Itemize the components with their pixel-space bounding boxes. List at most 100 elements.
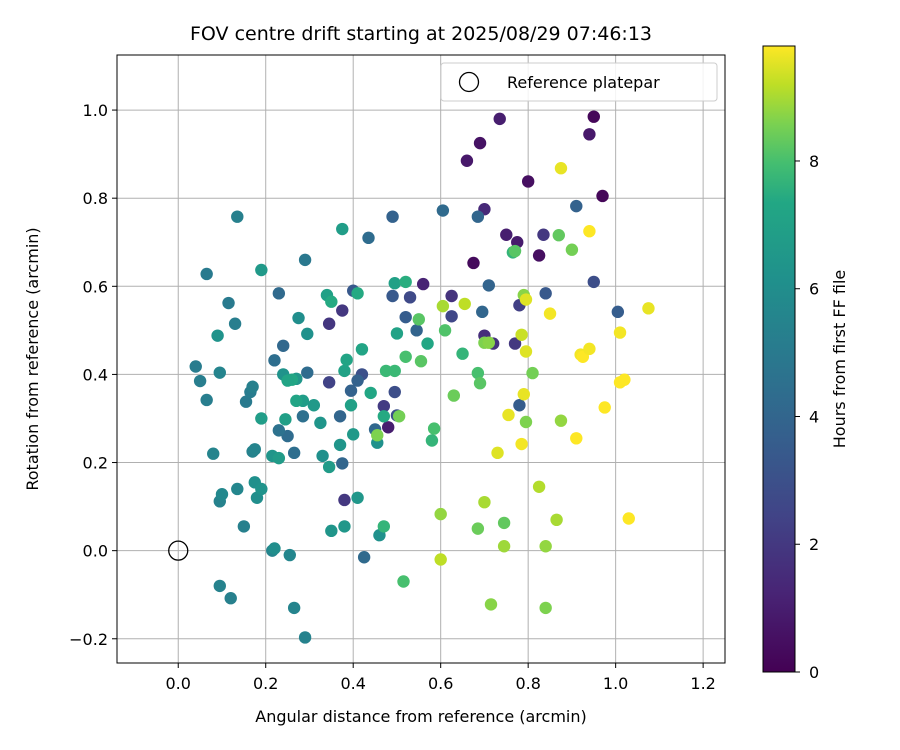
data-point <box>351 374 364 387</box>
legend-reference-marker <box>458 71 480 93</box>
x-axis-ticks: 0.0 0.2 0.4 0.6 0.8 1.0 1.2 <box>166 663 716 693</box>
data-point <box>497 516 511 530</box>
data-point <box>322 317 336 330</box>
data-point <box>314 416 327 430</box>
data-point <box>416 277 430 291</box>
data-point <box>272 287 286 300</box>
data-point <box>403 291 417 304</box>
data-point <box>255 482 268 496</box>
data-point <box>307 399 321 412</box>
data-point <box>476 305 489 319</box>
data-point <box>532 249 546 262</box>
data-point <box>351 287 364 300</box>
data-point <box>255 412 268 425</box>
data-point <box>272 451 286 465</box>
data-point <box>399 275 412 289</box>
data-point <box>587 275 600 289</box>
y-tick-label: 0.4 <box>83 365 108 384</box>
data-point <box>340 353 353 367</box>
data-point <box>436 299 450 313</box>
data-point <box>347 428 360 441</box>
data-point <box>550 513 563 527</box>
data-point <box>207 447 220 460</box>
data-point <box>316 449 329 463</box>
y-tick-label: 0.0 <box>83 542 108 561</box>
data-point <box>565 243 579 256</box>
data-point <box>399 350 412 363</box>
colorbar-tick-label: 2 <box>809 535 819 554</box>
data-point <box>283 548 296 562</box>
data-point <box>255 263 268 277</box>
data-point <box>519 293 533 306</box>
data-point <box>301 327 314 341</box>
colorbar-ticks: 0 2 4 6 8 <box>795 152 819 682</box>
data-point <box>246 380 259 393</box>
data-point <box>215 488 229 501</box>
data-point <box>519 345 533 358</box>
data-point <box>611 305 625 319</box>
data-point <box>436 204 450 217</box>
data-point <box>287 601 301 615</box>
data-point <box>279 413 292 426</box>
data-point <box>473 136 487 150</box>
data-point <box>421 337 434 350</box>
data-point <box>371 429 384 442</box>
data-point <box>622 512 635 525</box>
data-point <box>336 457 349 470</box>
data-point <box>298 253 312 267</box>
data-point <box>583 225 596 238</box>
data-point <box>460 154 474 167</box>
data-point <box>351 491 364 504</box>
data-point <box>298 631 312 644</box>
data-point <box>539 540 552 553</box>
data-point <box>211 329 224 342</box>
data-point <box>355 343 369 356</box>
data-point <box>336 304 349 317</box>
data-point <box>237 520 251 533</box>
x-tick-label: 1.0 <box>603 674 628 693</box>
data-point <box>539 601 552 615</box>
data-point <box>392 410 406 423</box>
data-point <box>613 326 627 339</box>
data-point <box>425 434 439 447</box>
data-point <box>268 542 281 555</box>
x-tick-label: 0.4 <box>340 674 365 693</box>
colorbar <box>763 46 795 672</box>
data-point <box>642 302 655 315</box>
data-point <box>388 277 401 290</box>
colorbar-tick-label: 4 <box>809 407 819 426</box>
data-point <box>228 317 242 330</box>
data-point <box>618 373 631 386</box>
data-point <box>482 336 495 349</box>
plot-area-frame <box>116 54 726 664</box>
data-point <box>412 313 426 326</box>
data-point <box>513 399 526 412</box>
data-point <box>543 307 557 320</box>
data-point <box>508 244 522 258</box>
data-point <box>290 394 303 408</box>
data-point <box>515 437 528 451</box>
data-point <box>381 421 395 434</box>
data-point <box>427 422 441 435</box>
data-point <box>554 162 568 175</box>
data-point <box>434 507 447 521</box>
data-point <box>570 432 583 445</box>
data-point <box>213 366 226 379</box>
data-point <box>364 386 377 400</box>
data-point <box>410 324 423 337</box>
data-point <box>388 364 401 378</box>
colorbar-tick-label: 0 <box>809 663 819 682</box>
legend: Reference platepar <box>440 62 718 102</box>
colorbar-tick-label: 8 <box>809 152 819 171</box>
data-point <box>386 289 399 303</box>
data-point <box>500 228 513 241</box>
y-tick-label: 0.6 <box>83 277 108 296</box>
data-point <box>445 289 458 303</box>
data-point <box>344 399 358 412</box>
data-point <box>598 401 611 414</box>
data-point <box>508 337 522 350</box>
data-point <box>552 228 565 242</box>
y-tick-label: −0.2 <box>69 630 108 649</box>
data-point <box>287 446 301 460</box>
